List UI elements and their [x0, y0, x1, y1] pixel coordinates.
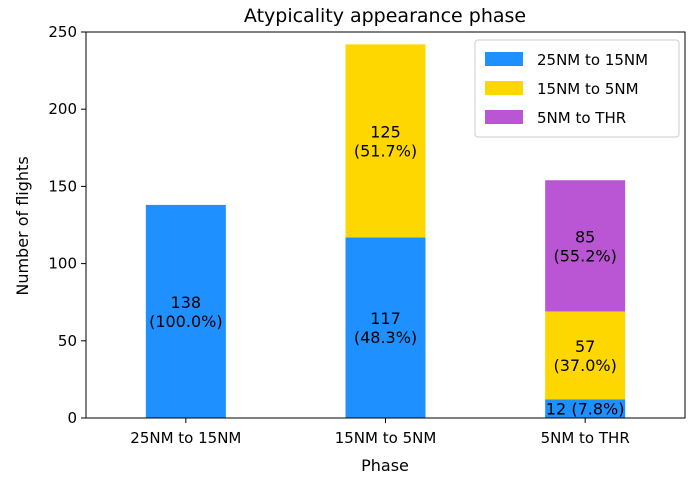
legend-box [474, 39, 680, 138]
data-label-2-2-1: 125 [370, 122, 401, 141]
data-label-2-2-2: (51.7%) [354, 141, 417, 160]
y-axis-label: Number of flights [13, 156, 32, 295]
y-tick-label-4: 150 [48, 177, 77, 195]
data-label-3-2-2: (37.0%) [554, 356, 617, 375]
legend-swatch-1 [485, 52, 523, 66]
legend-swatch-3 [485, 110, 523, 124]
axes-layer: 0 50 100 150 200 250 25NM to 15NM 15NM to 5NM 5N… [48, 23, 686, 447]
bar-segment-1-1 [145, 204, 226, 418]
x-axis-label: Phase [361, 456, 409, 475]
bar-segment-3-3 [545, 180, 626, 312]
y-tick-label-1: 0 [67, 409, 77, 427]
x-tick-label-2: 15NM to 5NM [335, 429, 437, 447]
bar-segment-2-2 [345, 44, 426, 238]
data-label-2-1-2: (48.3%) [354, 328, 417, 347]
data-label-2-1-1: 117 [370, 309, 401, 328]
y-tick-label-6: 250 [48, 23, 77, 41]
legend-label-3: 5NM to THR [537, 109, 626, 127]
data-label-1-1-1: 138 [171, 293, 202, 312]
y-tick-label-3: 100 [48, 255, 77, 273]
bar-segment-3-1 [545, 399, 626, 418]
x-tick-label-3: 5NM to THR [541, 429, 630, 447]
legend-label-2: 15NM to 5NM [537, 80, 639, 98]
legend-label-1: 25NM to 15NM [537, 51, 648, 69]
data-label-3-3-1: 85 [575, 227, 595, 246]
bars-layer [145, 44, 626, 418]
data-label-1-1-2: (100.0%) [149, 312, 223, 331]
chart-title: Atypicality appearance phase [244, 5, 526, 27]
y-tick-label-2: 50 [58, 332, 77, 350]
y-tick-label-5: 200 [48, 100, 77, 118]
data-label-3-1-1: 12 (7.8%) [546, 400, 625, 419]
bar-labels-layer: 138(100.0%) 117(48.3%) 125(51.7%) 12 (7.8%)… [149, 122, 624, 418]
data-label-3-2-1: 57 [575, 337, 595, 356]
bar-segment-3-2 [545, 311, 626, 400]
legend: 25NM to 15NM 15NM to 5NM 5NM to THR [474, 39, 680, 138]
data-label-3-3-2: (55.2%) [554, 246, 617, 265]
x-tick-label-1: 25NM to 15NM [130, 429, 241, 447]
bar-segment-2-1 [345, 237, 426, 418]
legend-swatch-2 [485, 81, 523, 95]
